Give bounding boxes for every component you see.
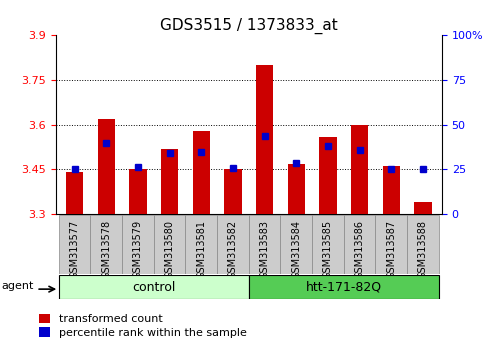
Bar <box>161 149 178 214</box>
Text: GSM313585: GSM313585 <box>323 220 333 279</box>
Bar <box>256 65 273 214</box>
Text: GSM313587: GSM313587 <box>386 220 396 279</box>
Text: control: control <box>132 281 175 293</box>
Text: GSM313584: GSM313584 <box>291 220 301 279</box>
Bar <box>90 215 122 274</box>
Text: GSM313582: GSM313582 <box>228 220 238 279</box>
Bar <box>122 215 154 274</box>
Bar <box>59 275 249 299</box>
Text: GSM313577: GSM313577 <box>70 220 80 279</box>
Bar <box>281 215 312 274</box>
Bar <box>351 125 369 214</box>
Text: GSM313579: GSM313579 <box>133 220 143 279</box>
Bar <box>287 164 305 214</box>
Bar <box>312 215 344 274</box>
Bar <box>129 170 147 214</box>
Text: GSM313578: GSM313578 <box>101 220 111 279</box>
Title: GDS3515 / 1373833_at: GDS3515 / 1373833_at <box>160 18 338 34</box>
Bar <box>185 215 217 274</box>
Text: agent: agent <box>1 281 34 291</box>
Bar <box>98 119 115 214</box>
Text: htt-171-82Q: htt-171-82Q <box>306 281 382 293</box>
Text: GSM313588: GSM313588 <box>418 220 428 279</box>
Bar <box>319 137 337 214</box>
Text: GSM313583: GSM313583 <box>259 220 270 279</box>
Bar <box>66 172 83 214</box>
Bar <box>59 215 90 274</box>
Bar <box>414 202 432 214</box>
Bar <box>217 215 249 274</box>
Bar <box>224 170 242 214</box>
Text: GSM313580: GSM313580 <box>165 220 174 279</box>
Bar <box>154 215 185 274</box>
Bar <box>344 215 375 274</box>
Bar <box>249 215 281 274</box>
Bar <box>249 275 439 299</box>
Text: GSM313581: GSM313581 <box>196 220 206 279</box>
Bar <box>383 166 400 214</box>
Legend: transformed count, percentile rank within the sample: transformed count, percentile rank withi… <box>40 314 247 338</box>
Text: GSM313586: GSM313586 <box>355 220 365 279</box>
Bar <box>407 215 439 274</box>
Bar <box>193 131 210 214</box>
Bar <box>375 215 407 274</box>
